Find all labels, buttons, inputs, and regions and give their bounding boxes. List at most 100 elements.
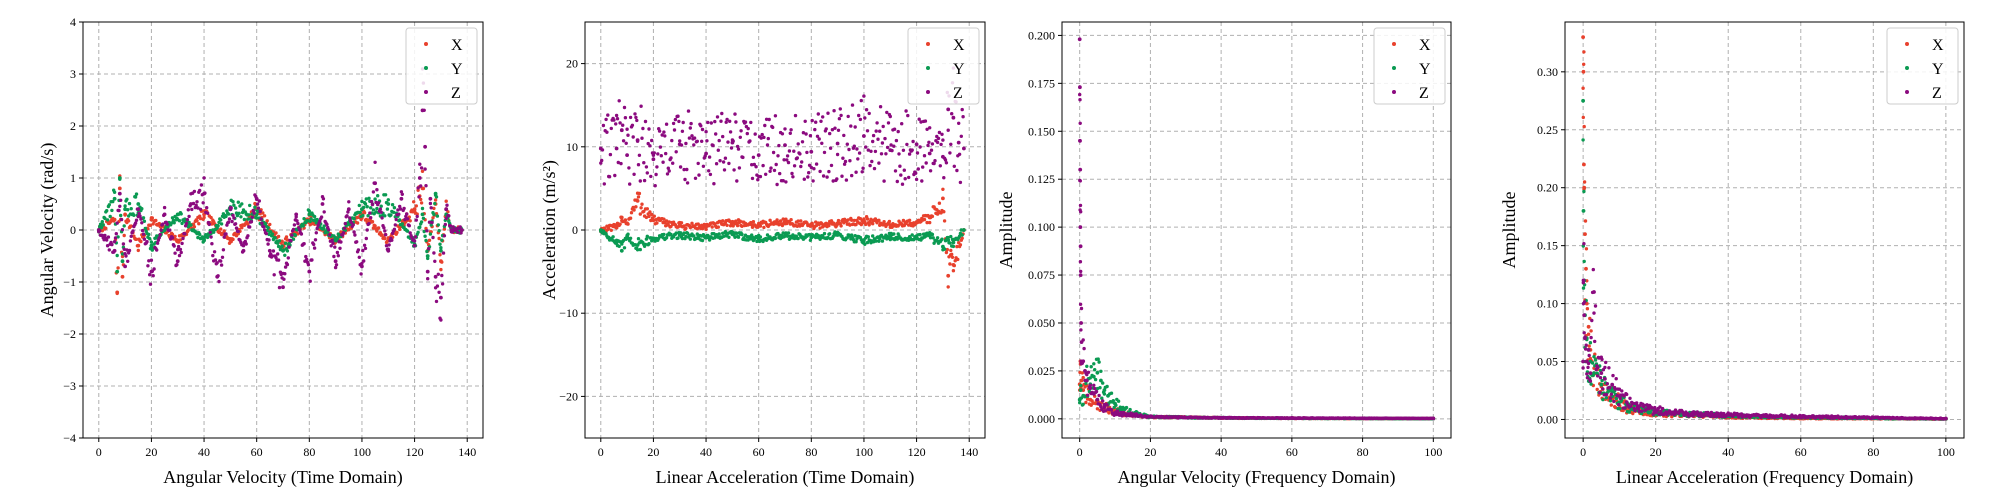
point	[792, 149, 796, 153]
point	[1097, 360, 1101, 364]
point	[943, 158, 948, 162]
point	[893, 169, 898, 173]
point	[789, 218, 793, 222]
point	[648, 210, 652, 214]
point	[759, 136, 763, 140]
point	[277, 239, 282, 243]
point	[257, 199, 261, 203]
point	[301, 224, 305, 228]
point	[768, 218, 772, 222]
point	[310, 258, 314, 262]
point	[776, 154, 780, 158]
data-point	[202, 238, 207, 243]
point	[803, 119, 807, 124]
point	[226, 220, 231, 224]
point	[351, 223, 355, 227]
point	[848, 223, 852, 227]
data-point	[835, 141, 840, 146]
point	[664, 219, 669, 223]
point	[604, 117, 608, 122]
point	[667, 169, 671, 173]
data-point	[704, 151, 708, 156]
point	[146, 264, 150, 268]
data-point	[123, 207, 127, 212]
point	[434, 195, 439, 199]
point	[645, 207, 649, 211]
point	[678, 139, 682, 143]
point	[926, 143, 930, 148]
point	[1103, 409, 1108, 413]
point	[764, 172, 768, 176]
point	[1099, 405, 1103, 409]
point	[706, 120, 710, 125]
point	[862, 94, 866, 98]
point	[680, 129, 685, 133]
series-x	[1077, 359, 1436, 421]
point	[105, 244, 110, 248]
point	[139, 217, 143, 221]
point	[674, 231, 678, 235]
point	[1592, 355, 1596, 359]
point	[319, 215, 324, 219]
point	[645, 234, 649, 238]
point	[814, 120, 818, 124]
point	[305, 219, 310, 223]
point	[252, 211, 256, 215]
data-point	[1099, 378, 1103, 383]
point	[680, 236, 685, 241]
point	[729, 146, 734, 150]
point	[186, 208, 190, 212]
point	[927, 140, 931, 144]
point	[748, 139, 752, 143]
point	[1627, 410, 1632, 414]
point	[827, 169, 831, 174]
point	[439, 246, 443, 250]
point	[1631, 411, 1635, 416]
point	[170, 216, 175, 220]
point	[1586, 365, 1590, 370]
point	[437, 236, 441, 241]
point	[146, 227, 150, 231]
point	[147, 232, 151, 237]
point	[242, 217, 247, 222]
point	[1079, 383, 1083, 388]
point	[1078, 92, 1082, 97]
point	[854, 240, 858, 244]
point	[408, 231, 412, 235]
point	[356, 248, 361, 252]
point	[817, 137, 821, 141]
point	[874, 129, 878, 133]
point	[838, 107, 842, 111]
point	[105, 238, 109, 242]
point	[830, 128, 835, 132]
point	[847, 147, 851, 152]
data-point	[1078, 273, 1083, 277]
point	[371, 190, 376, 194]
point	[127, 248, 132, 253]
y-tick-label: 0.025	[1028, 364, 1055, 378]
point	[930, 232, 935, 237]
point	[306, 263, 311, 267]
point	[784, 180, 788, 184]
x-axis-label: Angular Velocity (Time Domain)	[163, 467, 402, 488]
point	[906, 113, 910, 118]
point	[807, 232, 812, 237]
data-point	[136, 207, 141, 212]
point	[398, 207, 403, 211]
point	[158, 232, 162, 237]
point	[149, 258, 154, 262]
point	[953, 259, 957, 263]
point	[832, 109, 836, 113]
point	[100, 229, 105, 233]
data-point	[730, 220, 735, 225]
point	[369, 216, 373, 220]
point	[864, 222, 868, 227]
point	[932, 161, 936, 166]
point	[1581, 115, 1586, 120]
point	[842, 162, 847, 166]
point	[148, 282, 153, 286]
point	[825, 175, 829, 179]
point	[790, 171, 794, 176]
point	[933, 159, 937, 163]
point	[422, 229, 426, 234]
